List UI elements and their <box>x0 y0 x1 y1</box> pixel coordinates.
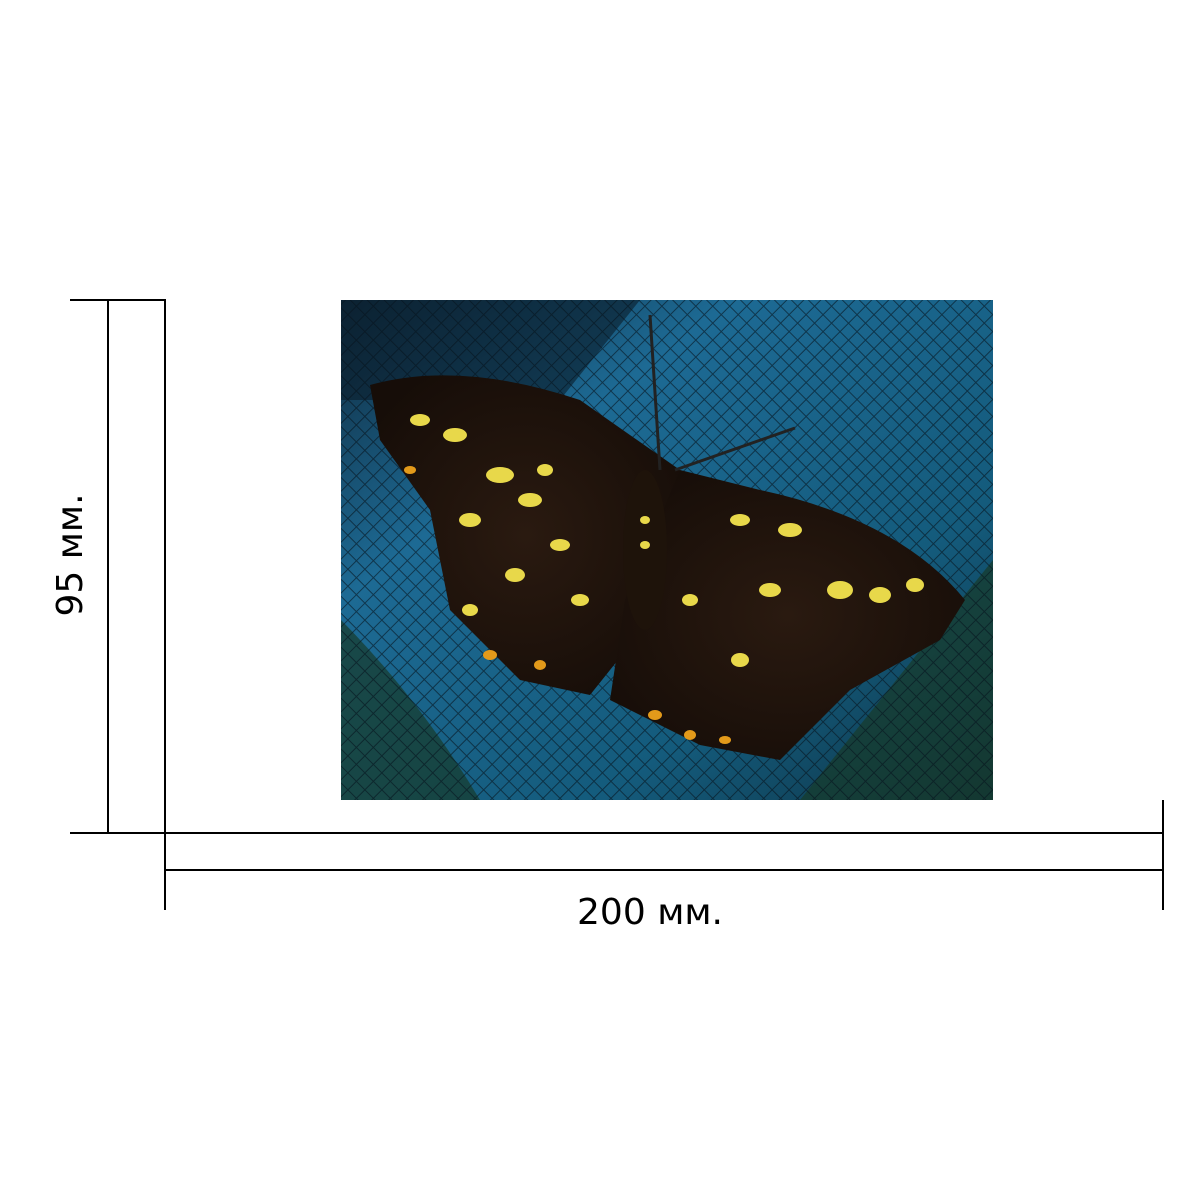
butterfly <box>370 314 965 760</box>
photo <box>341 300 993 800</box>
width-label: 200 мм. <box>577 892 723 933</box>
height-label: 95 мм. <box>50 493 91 616</box>
width-dimension: 200 мм. <box>164 800 1164 933</box>
height-dimension: 95 мм. <box>50 299 166 834</box>
